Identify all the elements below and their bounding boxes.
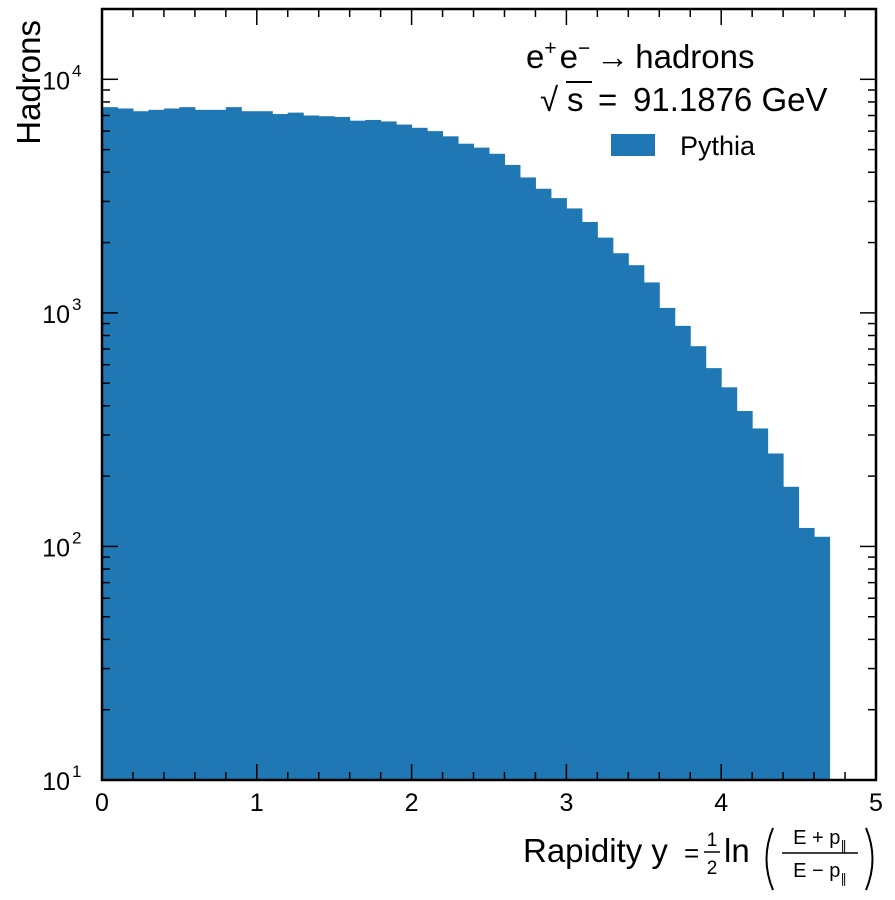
histogram-bar	[752, 428, 769, 780]
histogram-bar	[489, 153, 505, 780]
histogram-bar	[504, 164, 521, 781]
x-tick-labels: 0 1 2 3 4 5	[95, 789, 883, 817]
svg-text:91.1876 GeV: 91.1876 GeV	[633, 81, 828, 118]
svg-text:E + p∥: E + p∥	[793, 827, 847, 853]
histogram-bar	[163, 108, 180, 781]
svg-text:ln: ln	[724, 832, 750, 869]
histogram-bar	[241, 111, 258, 780]
svg-text:=: =	[598, 81, 617, 118]
histogram-bar	[256, 111, 273, 780]
minor-ticks	[102, 8, 876, 780]
histogram-bar	[365, 119, 382, 780]
legend: Pythia	[611, 131, 756, 161]
svg-text:10: 10	[42, 768, 70, 796]
histogram-bar	[102, 107, 118, 780]
histogram-bar	[736, 411, 753, 780]
x-tick-label: 3	[559, 789, 573, 817]
y-tick-label: 10 2	[42, 528, 81, 562]
x-tick-label: 4	[714, 789, 728, 817]
histogram-bar	[628, 265, 645, 780]
histogram-bar	[690, 346, 707, 780]
histogram-bar	[659, 307, 676, 780]
y-tick-label: 10 1	[42, 762, 81, 796]
histogram-bar	[148, 109, 165, 781]
svg-text:e+e−→hadrons: e+e− → hadrons	[526, 37, 755, 75]
histogram-bar	[814, 536, 831, 780]
histogram-bar	[411, 127, 428, 781]
svg-text:10: 10	[42, 67, 70, 95]
legend-swatch-pythia	[611, 134, 655, 156]
histogram-bar	[318, 116, 335, 780]
histogram-bar	[519, 177, 536, 781]
svg-text:2: 2	[707, 858, 718, 879]
x-axis-title-text: Rapidity y	[523, 832, 668, 869]
process-annotation: e+e− → hadrons	[526, 37, 755, 75]
svg-text:1: 1	[72, 762, 81, 781]
legend-label-pythia: Pythia	[680, 131, 756, 161]
x-tick-label: 1	[250, 789, 264, 817]
histogram-bar	[117, 108, 134, 781]
svg-text:4: 4	[72, 61, 81, 80]
histogram-bar	[194, 109, 211, 781]
x-tick-label: 2	[405, 789, 419, 817]
svg-text:2: 2	[72, 528, 81, 547]
histogram-bar	[597, 237, 614, 781]
histogram-bar	[767, 453, 784, 780]
histogram-bar	[458, 143, 475, 781]
histogram-bar	[442, 136, 459, 781]
y-tick-label: 10 3	[42, 295, 81, 329]
svg-text:s: s	[567, 81, 584, 118]
histogram-bar	[349, 120, 366, 780]
histogram-bar	[721, 387, 738, 780]
svg-text:10: 10	[42, 534, 70, 562]
histogram-bar	[303, 115, 320, 781]
histogram-bar	[550, 198, 567, 780]
histogram-bar	[581, 221, 598, 780]
y-axis-title: Hadrons	[10, 20, 47, 145]
histogram-bar	[473, 147, 490, 780]
x-tick-label: 5	[869, 789, 883, 817]
histogram-bar	[380, 121, 397, 781]
svg-text:10: 10	[42, 301, 70, 329]
svg-text:E − p∥: E − p∥	[793, 860, 847, 886]
svg-text:1: 1	[707, 830, 718, 851]
svg-text:3: 3	[72, 295, 81, 314]
x-tick-label: 0	[95, 789, 109, 817]
histogram-bar	[396, 124, 413, 781]
histogram-bar	[705, 368, 722, 780]
histogram-bar	[427, 131, 444, 780]
histogram-bar	[535, 188, 552, 780]
histogram-bar	[210, 109, 227, 781]
histogram-bars	[102, 107, 831, 781]
histogram-bar	[179, 107, 196, 780]
plot-frame	[100, 7, 878, 782]
svg-text:√: √	[540, 81, 559, 118]
svg-text:=: =	[684, 838, 699, 868]
histogram-bar	[612, 253, 629, 781]
histogram-bar	[566, 208, 583, 780]
histogram-bar	[287, 112, 304, 780]
histogram-bar	[334, 116, 351, 781]
histogram-bar	[225, 107, 242, 780]
histogram-bar	[643, 282, 660, 780]
histogram-bar	[272, 114, 289, 780]
histogram-bar	[798, 527, 815, 780]
histogram-bar	[783, 486, 800, 780]
energy-annotation: √ s = 91.1876 GeV	[540, 81, 828, 118]
histogram-bar	[674, 325, 691, 780]
histogram-bar	[132, 111, 149, 780]
x-axis-title: Rapidity y = 1 2 ln E + p∥ E − p∥	[523, 827, 874, 891]
y-tick-label: 10 4	[42, 61, 81, 95]
